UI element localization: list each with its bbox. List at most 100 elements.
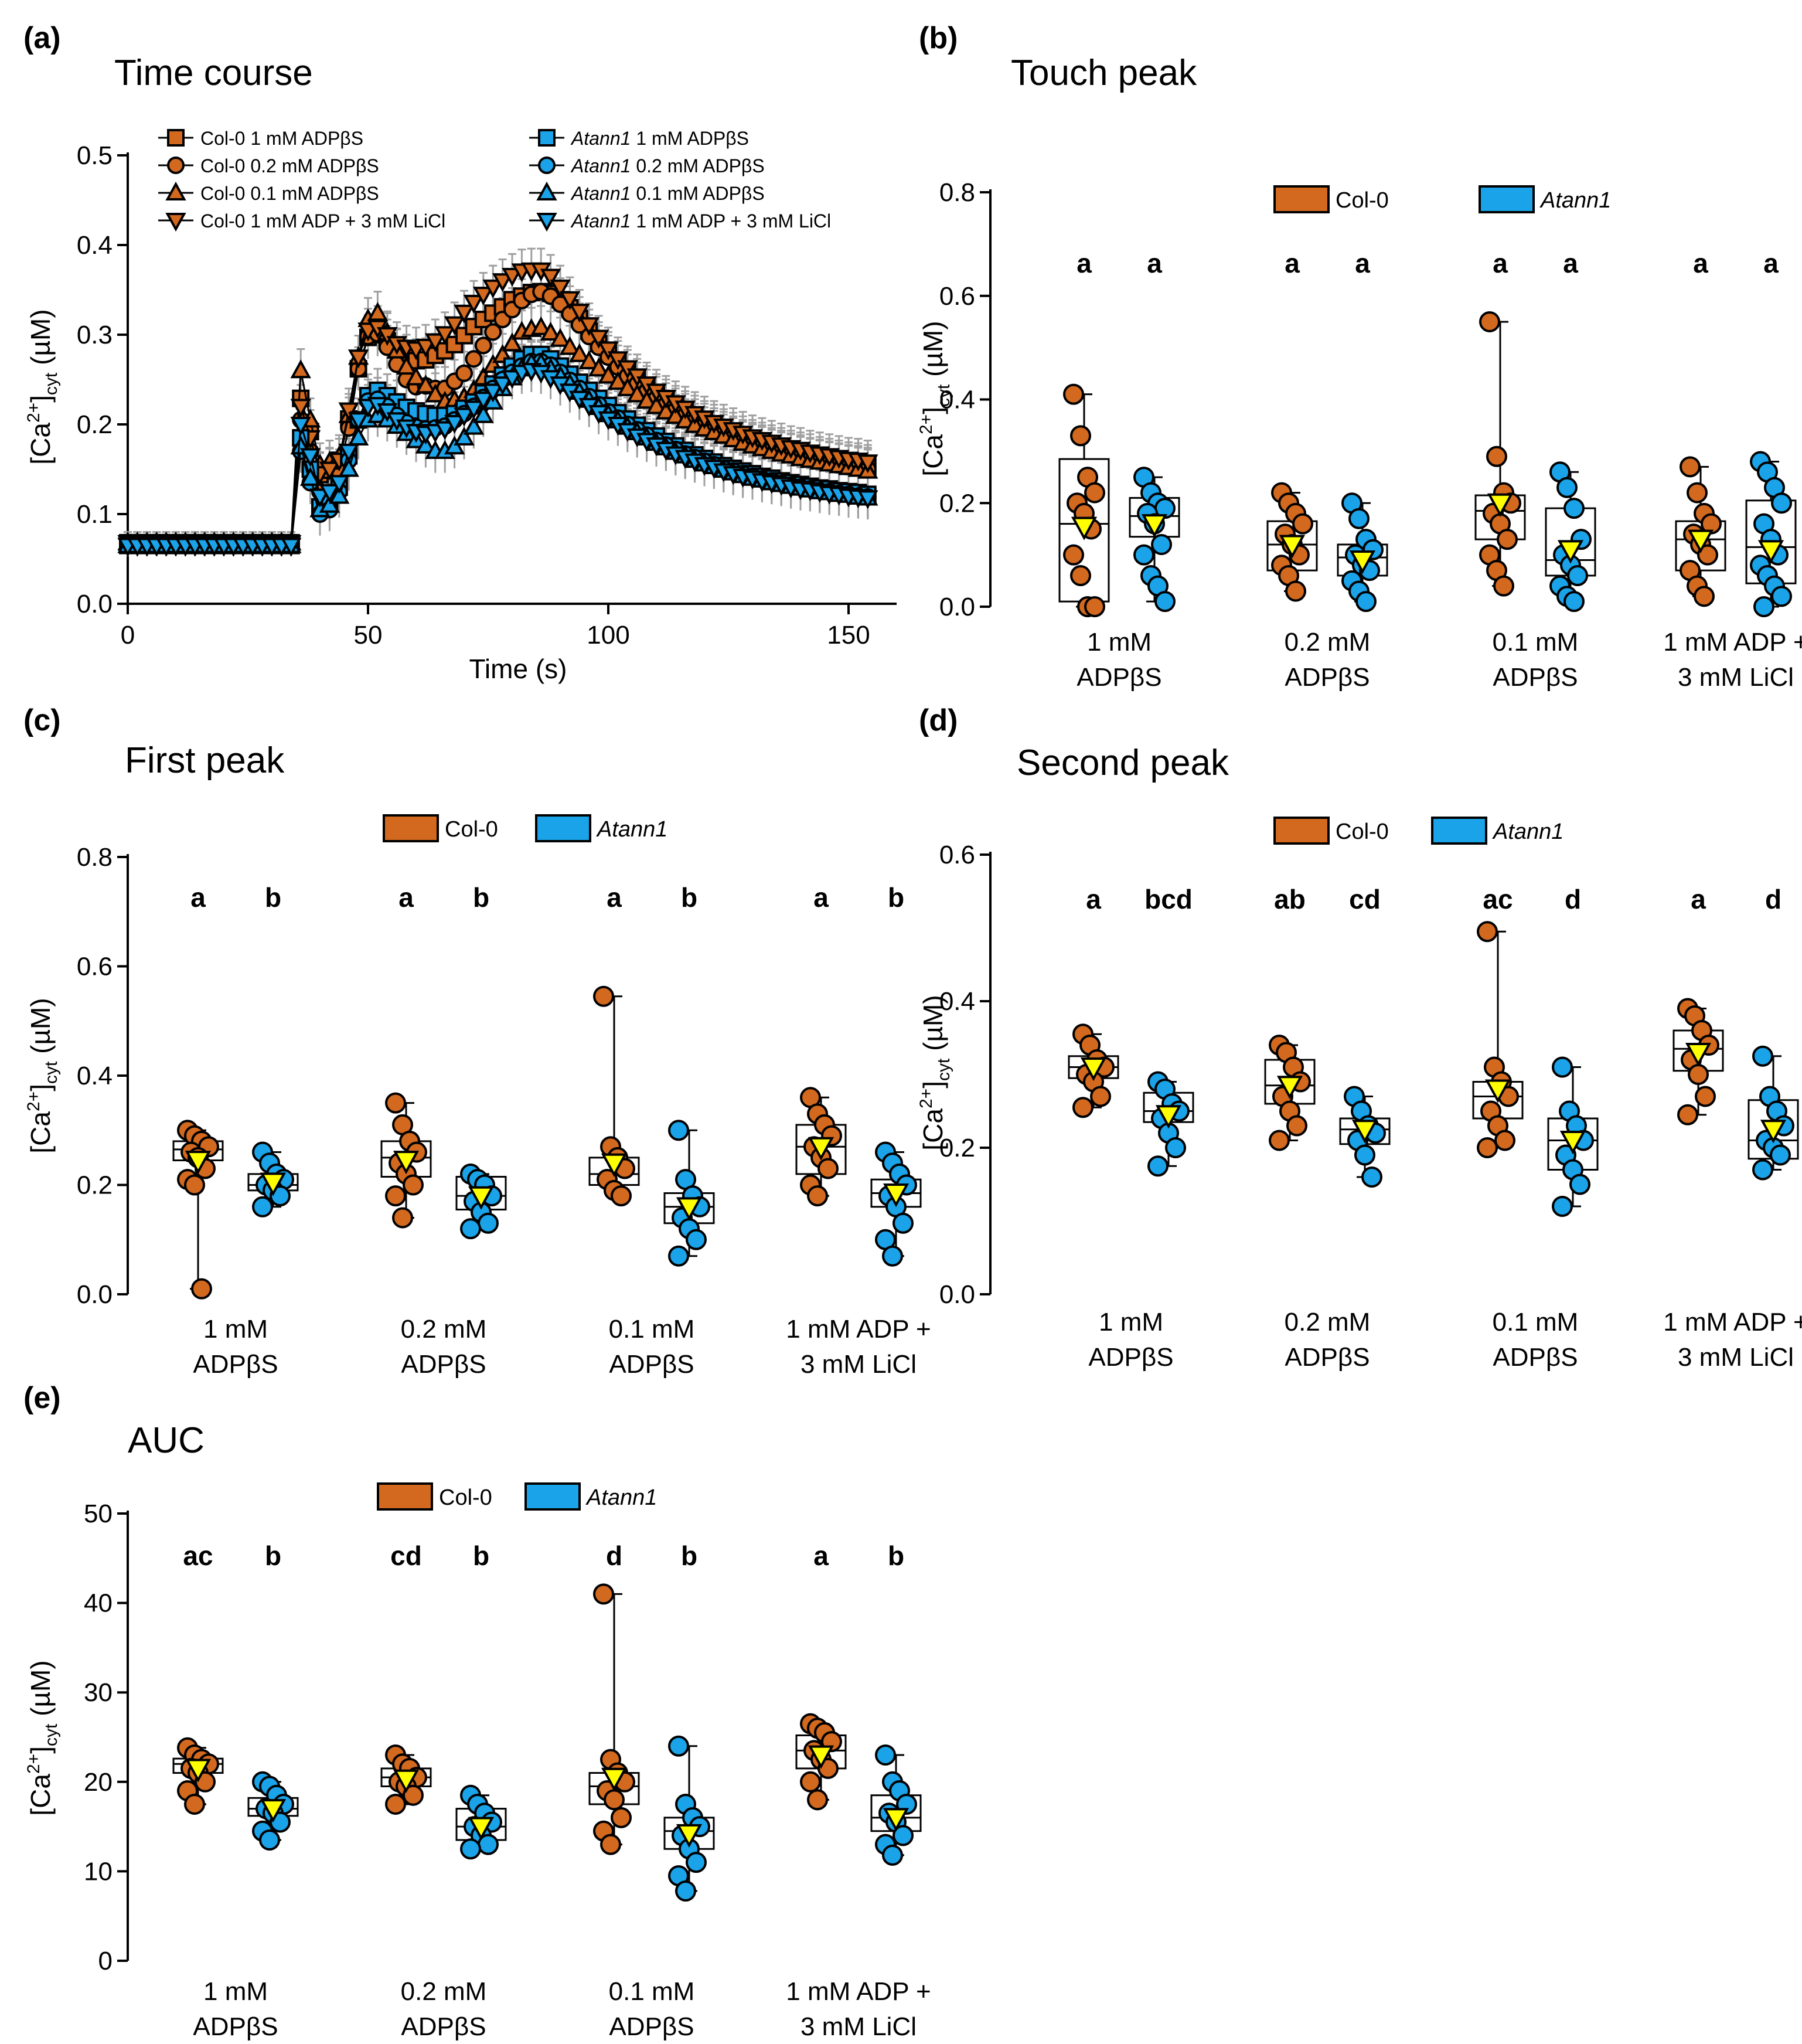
legend-swatch — [1479, 185, 1535, 213]
legend-marker — [536, 181, 557, 201]
data-point — [668, 1120, 689, 1141]
data-point — [415, 338, 437, 358]
category-label: ADPβS — [1493, 1343, 1578, 1372]
mean-marker — [1349, 550, 1376, 574]
legend-marker — [538, 129, 556, 147]
data-point — [1563, 591, 1585, 613]
legend: Col-0 Atann1 — [383, 814, 667, 842]
category-label: 0.2 mM — [401, 1315, 487, 1344]
significance-letter: a — [1763, 248, 1779, 278]
y-axis-label-part: cyt — [42, 1061, 61, 1084]
significance-letter: a — [1693, 248, 1708, 278]
data-point — [338, 443, 359, 463]
significance-letter: ac — [1483, 884, 1513, 914]
significance-letter: a — [607, 882, 622, 913]
category-label: 0.1 mM — [609, 1977, 695, 2006]
significance-letter: b — [473, 882, 489, 913]
data-point — [607, 370, 629, 390]
x-tick-label: 150 — [827, 621, 870, 649]
y-tick-label: 0.2 — [77, 410, 113, 439]
data-point — [1697, 544, 1718, 566]
mean-marker — [1080, 1057, 1107, 1081]
box-group-atann1 — [1339, 1086, 1391, 1188]
category-label: 0.2 mM — [1285, 1308, 1371, 1336]
data-point — [611, 1807, 632, 1828]
data-point — [593, 985, 614, 1007]
data-point — [492, 376, 513, 396]
category-label: 3 mM LiCl — [1678, 663, 1794, 692]
data-point — [1771, 586, 1792, 607]
x-tick-label: 100 — [587, 621, 629, 649]
data-point — [396, 355, 417, 375]
legend-label-prefix: Atann1 — [570, 128, 631, 149]
data-point — [1753, 596, 1774, 617]
box-group-atann1 — [455, 1163, 507, 1240]
mean-marker — [393, 1151, 420, 1175]
significance-letter: b — [681, 1540, 697, 1571]
data-point — [415, 375, 437, 394]
data-point — [1493, 575, 1514, 597]
data-point — [454, 407, 475, 427]
box-group-atann1 — [1337, 492, 1388, 613]
box-group-atann1 — [1129, 467, 1180, 613]
data-point — [569, 304, 590, 323]
significance-letter: a — [1147, 248, 1162, 278]
data-point — [1479, 311, 1500, 332]
series-line — [128, 312, 868, 544]
legend-label-suffix: 0.2 mM ADPβS — [631, 155, 764, 176]
mean-marker — [1141, 514, 1168, 538]
data-point — [807, 1185, 828, 1207]
data-point — [1694, 586, 1715, 607]
data-point — [550, 279, 571, 299]
data-point — [454, 426, 475, 445]
category-label: ADPβS — [1285, 1343, 1370, 1372]
x-tick-label: 50 — [354, 621, 383, 649]
mean-marker — [808, 1745, 834, 1769]
mean-marker — [1155, 1105, 1182, 1129]
y-tick-label: 0.0 — [939, 593, 975, 621]
y-tick-label: 0.6 — [77, 953, 113, 981]
box-group-col0 — [588, 1583, 640, 1855]
data-point — [184, 1793, 205, 1815]
data-point — [502, 267, 523, 287]
y-tick-label: 0.0 — [939, 1280, 975, 1309]
y-axis-label-b: [Ca2+]cyt (µM) — [917, 321, 953, 476]
legend-label-prefix: Atann1 — [570, 183, 631, 204]
legend-label: Col-0 1 mM ADPβS — [200, 128, 363, 149]
data-point — [1569, 1174, 1590, 1195]
data-point — [893, 1825, 914, 1846]
legend-label-prefix: Col-0 — [200, 128, 245, 149]
data-point — [686, 1852, 707, 1873]
legend-marker — [538, 157, 556, 174]
data-point — [259, 1829, 280, 1851]
data-point — [425, 333, 446, 352]
data-point — [1165, 1137, 1186, 1158]
y-tick-label: 0.4 — [77, 231, 113, 260]
data-point — [460, 1838, 481, 1860]
panel-d: (d) Second peak [Ca2+]cyt (µM) 0.0 0.2 0.4 0.6… — [917, 703, 1802, 1372]
y-axis-label-part: 2+ — [24, 1754, 43, 1774]
legend-label: Atann1 1 mM ADP + 3 mM LiCl — [570, 210, 831, 232]
box-group-col0 — [1068, 1023, 1119, 1118]
significance-letter: b — [265, 882, 281, 913]
significance-letter: ab — [1274, 884, 1306, 914]
y-axis-label-part: (µM) — [25, 309, 56, 372]
significance-letter: b — [888, 882, 904, 913]
legend-swatch — [1431, 817, 1487, 845]
y-axis-label-part: cyt — [42, 372, 61, 395]
data-point — [1687, 482, 1708, 504]
data-point — [1154, 591, 1176, 613]
data-point — [463, 416, 485, 435]
legend: Col-0 Atann1 — [1273, 817, 1563, 845]
data-point — [1147, 1155, 1169, 1177]
y-axis-label-part: [Ca — [25, 423, 56, 465]
box-group-col0 — [795, 1713, 847, 1811]
data-point — [1084, 482, 1105, 504]
panel-label-e: (e) — [23, 1381, 61, 1415]
data-point — [875, 1744, 896, 1766]
y-axis-label-part: (µM) — [25, 998, 56, 1061]
legend-label-suffix: 1 mM ADP + 3 mM LiCl — [631, 210, 831, 232]
data-point — [1354, 1144, 1375, 1166]
data-point — [530, 316, 551, 335]
